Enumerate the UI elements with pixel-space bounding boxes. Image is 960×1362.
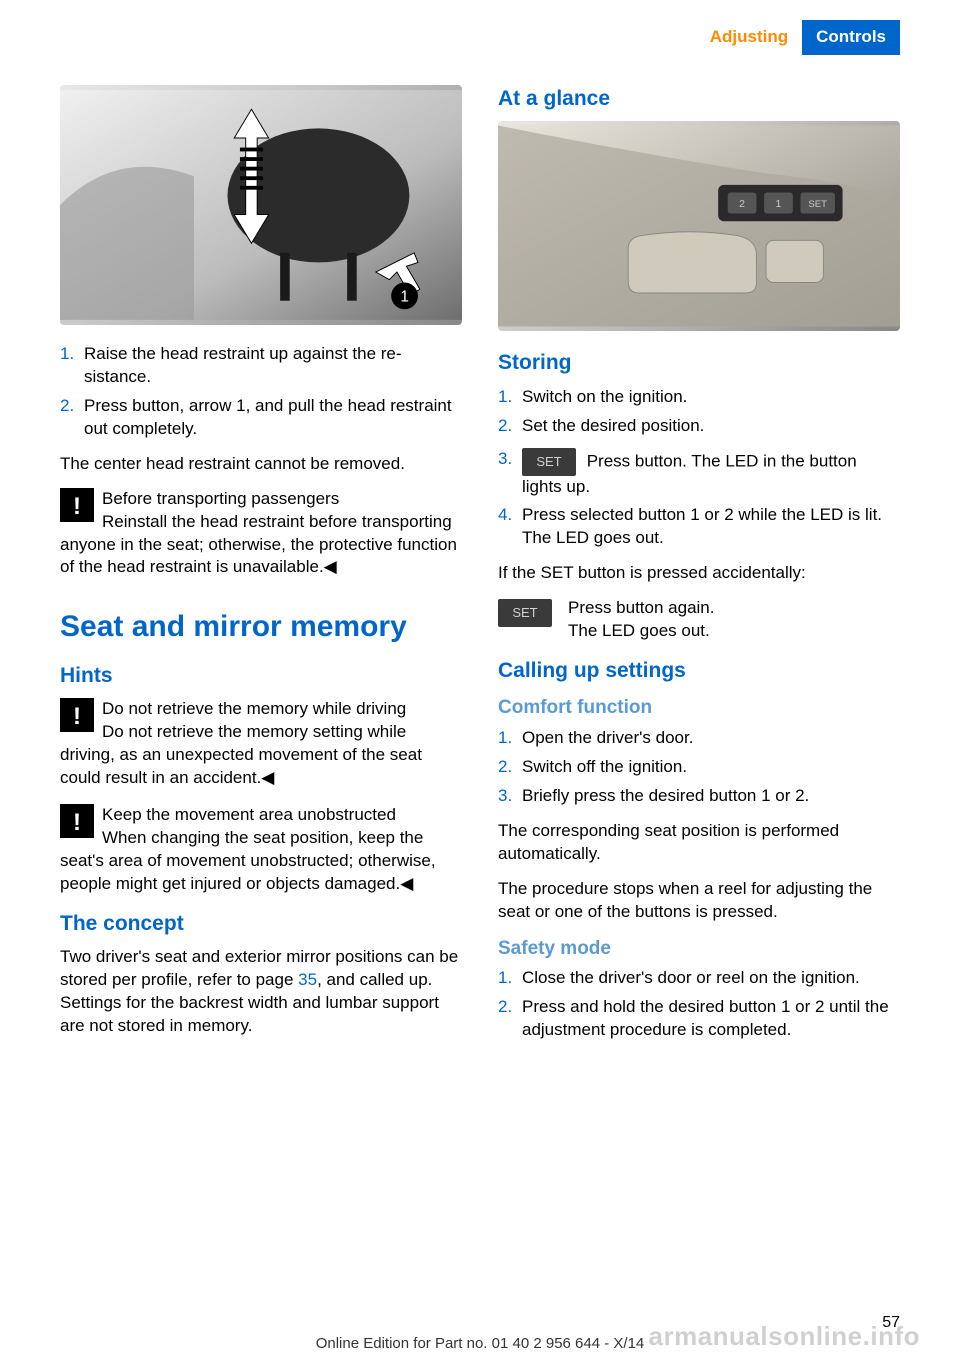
warning-block: ! Do not retrieve the memory while drivi… — [60, 698, 462, 790]
step-number: 3. — [498, 448, 522, 499]
list-item: 1. Close the driver's door or reel on th… — [498, 967, 900, 990]
step-text: Switch on the ignition. — [522, 386, 900, 409]
calling-heading: Calling up settings — [498, 657, 900, 685]
list-item: 1. Open the driver's door. — [498, 727, 900, 750]
svg-text:1: 1 — [400, 289, 409, 306]
set-button-graphic: SET — [522, 448, 576, 476]
warning-body: Reinstall the head restraint before tran… — [60, 512, 457, 577]
set-again-a: Press button again. — [568, 597, 900, 620]
comfort-heading: Comfort function — [498, 695, 900, 721]
warning-title: Do not retrieve the memory while driving — [102, 699, 406, 718]
warning-title: Keep the movement area unobstructed — [102, 805, 396, 824]
list-item: 2. Switch off the ignition. — [498, 756, 900, 779]
page-link[interactable]: 35 — [298, 970, 317, 989]
remove-steps: 1. Raise the head restraint up against t… — [60, 343, 462, 441]
step-number: 2. — [498, 996, 522, 1042]
set-again-row: SET Press button again. The LED goes out… — [498, 597, 900, 643]
svg-text:!: ! — [73, 493, 81, 520]
step-text: Press and hold the desired button 1 or 2… — [522, 996, 900, 1042]
warning-body: Do not retrieve the memory setting while… — [60, 722, 422, 787]
list-item: 3. SET Press button. The LED in the but­… — [498, 448, 900, 499]
list-item: 4. Press selected button 1 or 2 while th… — [498, 504, 900, 550]
step-text: Switch off the ignition. — [522, 756, 900, 779]
warning-icon: ! — [60, 698, 94, 732]
paragraph: The procedure stops when a reel for adju… — [498, 878, 900, 924]
set-button-graphic: SET — [498, 599, 552, 627]
safety-heading: Safety mode — [498, 936, 900, 962]
left-column: 1 1. Raise the head restraint up against… — [60, 85, 462, 1054]
svg-text:2: 2 — [739, 198, 745, 210]
hints-heading: Hints — [60, 662, 462, 690]
list-item: 2. Press and hold the desired button 1 o… — [498, 996, 900, 1042]
comfort-steps: 1. Open the driver's door. 2. Switch off… — [498, 727, 900, 808]
headrest-illustration: 1 — [60, 85, 462, 325]
step-number: 1. — [498, 967, 522, 990]
storing-steps: 1. Switch on the ignition. 2. Set the de… — [498, 386, 900, 551]
step-text: Set the desired position. — [522, 415, 900, 438]
step-number: 1. — [60, 343, 84, 389]
step-number: 2. — [498, 756, 522, 779]
paragraph: If the SET button is pressed accidentall… — [498, 562, 900, 585]
list-item: 2. Set the desired position. — [498, 415, 900, 438]
paragraph: The corresponding seat position is perfo… — [498, 820, 900, 866]
list-item: 1. Switch on the ignition. — [498, 386, 900, 409]
section-title: Seat and mirror memory — [60, 607, 462, 648]
memory-buttons-illustration: 2 1 SET — [498, 121, 900, 331]
step-number: 2. — [60, 395, 84, 441]
svg-text:1: 1 — [776, 198, 782, 210]
paragraph: The center head restraint cannot be remo… — [60, 453, 462, 476]
step-number: 3. — [498, 785, 522, 808]
header-tab-controls: Controls — [802, 20, 900, 55]
step-text: Raise the head restraint up against the … — [84, 343, 462, 389]
warning-body: When changing the seat position, keep th… — [60, 828, 436, 893]
set-again-text: Press button again. The LED goes out. — [568, 597, 900, 643]
step-number: 1. — [498, 727, 522, 750]
step-text: Press selected button 1 or 2 while the L… — [522, 504, 900, 550]
svg-text:SET: SET — [808, 199, 827, 210]
step-number: 1. — [498, 386, 522, 409]
list-item: 1. Raise the head restraint up against t… — [60, 343, 462, 389]
set-again-b: The LED goes out. — [568, 620, 900, 643]
step-text: SET Press button. The LED in the but­ton… — [522, 448, 900, 499]
warning-block: ! Before transporting passengers Reinsta… — [60, 488, 462, 580]
glance-heading: At a glance — [498, 85, 900, 113]
warning-icon: ! — [60, 488, 94, 522]
warning-title: Before transporting passengers — [102, 489, 339, 508]
svg-text:!: ! — [73, 703, 81, 730]
page-body: 1 1. Raise the head restraint up against… — [0, 55, 960, 1054]
header-bar: Adjusting Controls — [0, 0, 960, 55]
step-text: Press button, arrow 1, and pull the head… — [84, 395, 462, 441]
header-tab-adjusting: Adjusting — [696, 20, 802, 55]
step-text: Briefly press the desired button 1 or 2. — [522, 785, 900, 808]
svg-text:!: ! — [73, 809, 81, 836]
step-number: 2. — [498, 415, 522, 438]
list-item: 2. Press button, arrow 1, and pull the h… — [60, 395, 462, 441]
concept-heading: The concept — [60, 910, 462, 938]
step-text: Open the driver's door. — [522, 727, 900, 750]
warning-block: ! Keep the movement area unobstructed Wh… — [60, 804, 462, 896]
concept-paragraph: Two driver's seat and exterior mirror po… — [60, 946, 462, 1038]
step-number: 4. — [498, 504, 522, 550]
step-text: Close the driver's door or reel on the i… — [522, 967, 900, 990]
warning-icon: ! — [60, 804, 94, 838]
right-column: At a glance 2 1 SET — [498, 85, 900, 1054]
storing-heading: Storing — [498, 349, 900, 377]
safety-steps: 1. Close the driver's door or reel on th… — [498, 967, 900, 1042]
watermark: armanualsonline.info — [649, 1319, 921, 1354]
list-item: 3. Briefly press the desired button 1 or… — [498, 785, 900, 808]
